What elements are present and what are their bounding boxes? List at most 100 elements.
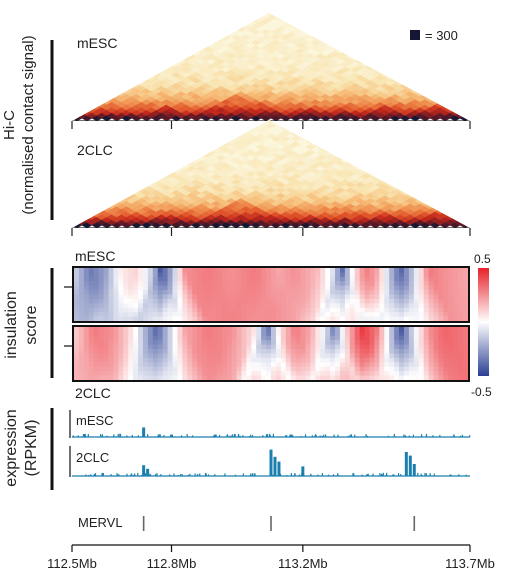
insulation-cell bbox=[369, 362, 376, 368]
insulation-cell bbox=[463, 307, 468, 313]
insulation-cell bbox=[98, 357, 105, 363]
insulation-cell bbox=[418, 353, 425, 359]
insulation-cell bbox=[177, 340, 183, 346]
insulation-cell bbox=[418, 294, 425, 300]
colorbar-min-label: -0.5 bbox=[471, 385, 492, 399]
insulation-cell bbox=[448, 285, 454, 291]
insulation-cell bbox=[384, 344, 390, 350]
insulation-cell bbox=[290, 335, 297, 341]
insulation-cell bbox=[335, 307, 341, 313]
insulation-cell bbox=[433, 335, 440, 341]
insulation-cell bbox=[123, 349, 129, 355]
insulation-cell bbox=[325, 366, 331, 372]
insulation-cell bbox=[266, 290, 272, 296]
insulation-cell bbox=[271, 294, 277, 300]
insulation-cell bbox=[275, 371, 282, 377]
insulation-cell bbox=[162, 294, 169, 300]
insulation-cell bbox=[88, 371, 95, 377]
insulation-cell bbox=[433, 327, 440, 333]
insulation-cell bbox=[448, 294, 454, 300]
insulation-cell bbox=[231, 316, 238, 321]
insulation-cell bbox=[399, 344, 405, 350]
expression-noise-bar bbox=[379, 473, 381, 476]
expression-noise-bar bbox=[126, 473, 128, 476]
insulation-cell bbox=[423, 331, 430, 337]
insulation-cell bbox=[310, 327, 316, 333]
expr-ylabel-line2: (RPKM) bbox=[23, 420, 40, 477]
insulation-cell bbox=[389, 331, 395, 337]
expression-noise-bar bbox=[254, 473, 256, 476]
insulation-cell bbox=[413, 335, 420, 341]
insulation-cell bbox=[187, 375, 193, 380]
insulation-cell bbox=[118, 375, 124, 380]
insulation-cell bbox=[325, 281, 331, 287]
insulation-cell bbox=[187, 366, 193, 372]
expression-noise-bar bbox=[137, 435, 139, 437]
insulation-cell bbox=[251, 353, 257, 359]
insulation-cell bbox=[113, 276, 119, 282]
expression-noise-bar bbox=[298, 474, 301, 476]
insulation-cell bbox=[251, 335, 257, 341]
insulation-cell bbox=[433, 290, 440, 296]
insulation-cell bbox=[266, 335, 272, 341]
insulation-cell bbox=[236, 375, 243, 380]
insulation-cell bbox=[275, 285, 282, 291]
insulation-cell bbox=[364, 276, 371, 282]
insulation-cell bbox=[177, 307, 183, 313]
insulation-cell bbox=[88, 340, 95, 346]
insulation-cell bbox=[458, 327, 464, 333]
insulation-cell bbox=[83, 294, 90, 300]
insulation-cell bbox=[403, 303, 410, 309]
insulation-cell bbox=[448, 303, 454, 309]
insulation-cell bbox=[399, 294, 405, 300]
insulation-cell bbox=[344, 298, 351, 304]
insulation-cell bbox=[364, 357, 371, 363]
insulation-cell bbox=[206, 276, 213, 282]
insulation-cell bbox=[413, 366, 420, 372]
insulation-cell bbox=[463, 366, 468, 372]
insulation-cell bbox=[182, 366, 188, 372]
insulation-cell bbox=[162, 307, 169, 313]
insulation-cell bbox=[246, 331, 252, 337]
expression-noise-bar bbox=[453, 434, 455, 437]
insulation-cell bbox=[448, 281, 454, 287]
insulation-cell bbox=[280, 303, 287, 309]
insulation-cell bbox=[256, 312, 262, 318]
insulation-cell bbox=[147, 362, 154, 368]
insulation-cell bbox=[133, 272, 139, 278]
insulation-cell bbox=[394, 371, 400, 377]
insulation-cell bbox=[167, 303, 174, 309]
insulation-cell bbox=[206, 290, 213, 296]
insulation-cell bbox=[349, 349, 356, 355]
insulation-cell bbox=[280, 294, 287, 300]
insulation-cell bbox=[438, 298, 444, 304]
insulation-cell bbox=[182, 375, 188, 380]
insulation-cell bbox=[374, 312, 380, 318]
insulation-cell bbox=[187, 362, 193, 368]
insulation-cell bbox=[310, 268, 316, 274]
insulation-cell bbox=[211, 281, 218, 287]
insulation-cell bbox=[157, 344, 164, 350]
insulation-cell bbox=[167, 290, 174, 296]
expression-noise-bar bbox=[157, 435, 159, 437]
insulation-cell bbox=[202, 281, 208, 287]
insulation-cell bbox=[197, 362, 203, 368]
insulation-cell bbox=[433, 303, 440, 309]
insulation-cell bbox=[458, 268, 464, 274]
insulation-cell bbox=[74, 353, 80, 359]
insulation-cell bbox=[236, 312, 243, 318]
insulation-cell bbox=[369, 285, 376, 291]
insulation-cell bbox=[266, 276, 272, 282]
insulation-cell bbox=[399, 316, 405, 321]
insulation-cell bbox=[384, 327, 390, 333]
insulation-cell bbox=[157, 294, 164, 300]
insulation-cell bbox=[463, 362, 468, 368]
insulation-cell bbox=[320, 285, 326, 291]
insulation-cell bbox=[123, 340, 129, 346]
insulation-cell bbox=[202, 276, 208, 282]
insulation-cell bbox=[423, 276, 430, 282]
insulation-cell bbox=[438, 344, 444, 350]
insulation-cell bbox=[147, 375, 154, 380]
insulation-cell bbox=[418, 312, 425, 318]
insulation-cell bbox=[261, 340, 267, 346]
